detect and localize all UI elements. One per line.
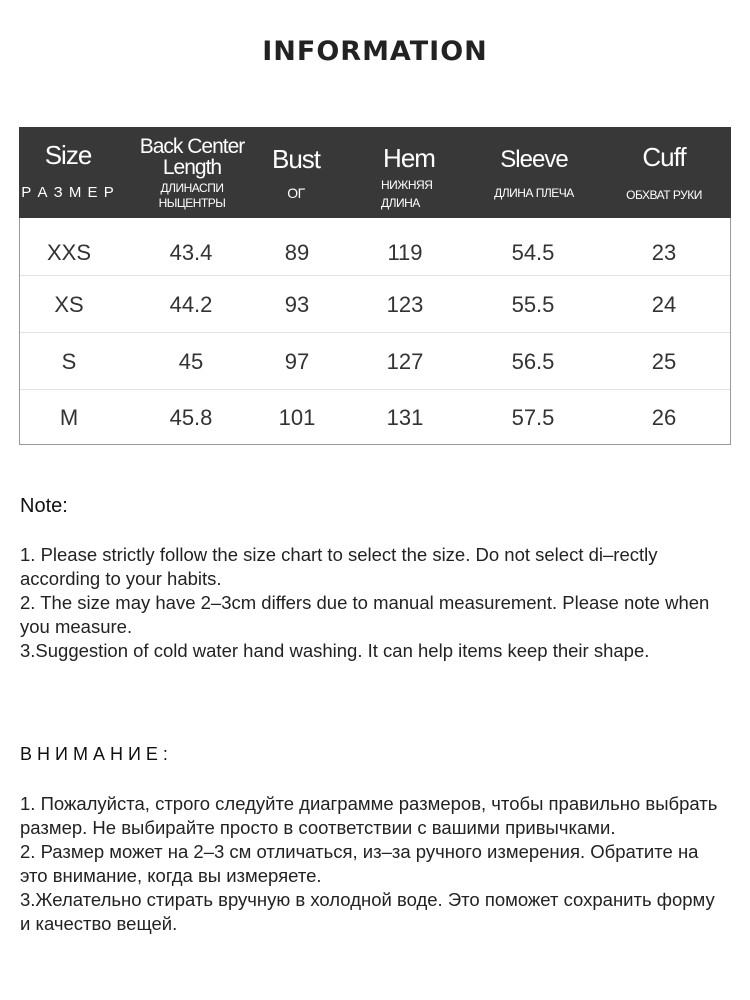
header-hem: Hem НИЖНЯЯ ДЛИНА — [364, 127, 454, 218]
measure-cell: 55.5 — [511, 291, 555, 317]
measure-cell: 101 — [278, 405, 316, 430]
measure-cell: 123 — [386, 291, 424, 317]
measure-cell: 23 — [651, 239, 677, 265]
attention-heading: В Н И М А Н И Е : — [20, 744, 168, 764]
measure-cell: 93 — [284, 291, 310, 317]
measure-cell: 54.5 — [511, 239, 555, 265]
note-item: 2. The size may have 2–3cm differs due t… — [20, 592, 710, 637]
size-cell: S — [61, 348, 77, 374]
measure-cell: 127 — [386, 348, 424, 374]
header-sublabel: ДЛИНАСПИ НЫЦЕНТРЫ — [158, 181, 226, 210]
note-ru-list: 1. Пожалуйста, строго следуйте диаграмме… — [20, 792, 720, 936]
header-label: Hem — [383, 143, 436, 173]
size-cell: XXS — [46, 239, 92, 265]
header-size: Size Р А З М Е Р — [19, 127, 117, 218]
header-label: Back Center Length — [139, 135, 246, 179]
header-bust: Bust ОГ — [256, 127, 336, 218]
header-sublabel: Р А З М Е Р — [21, 184, 115, 201]
size-cell: XS — [54, 291, 84, 317]
header-cuff: Cuff ОБХВАТ РУКИ — [609, 127, 719, 218]
measure-cell: 131 — [386, 405, 424, 430]
measure-cell: 97 — [284, 348, 310, 374]
header-label: Sleeve — [500, 146, 568, 173]
size-cell: M — [59, 405, 79, 430]
header-sleeve: Sleeve ДЛИНА ПЛЕЧА — [479, 127, 589, 218]
header-sublabel: ОГ — [287, 185, 305, 201]
header-sublabel: ОБХВАТ РУКИ — [626, 188, 702, 202]
measure-cell: 44.2 — [169, 291, 213, 317]
note-en-list: 1. Please strictly follow the size chart… — [20, 543, 720, 663]
note-item: 2. Размер может на 2–3 см отличаться, из… — [20, 841, 699, 886]
table-row: XS 44.2 93 123 55.5 24 — [20, 275, 730, 333]
note-heading: Note: — [20, 495, 68, 517]
measure-cell: 25 — [651, 348, 677, 374]
header-label: Bust — [271, 144, 321, 174]
note-item: 1. Пожалуйста, строго следуйте диаграмме… — [20, 793, 718, 838]
size-chart-table: Size Р А З М Е Р Back Center Length ДЛИН… — [19, 127, 731, 445]
measure-cell: 26 — [651, 405, 677, 430]
measure-cell: 56.5 — [511, 348, 555, 374]
note-item: 3.Желательно стирать вручную в холодной … — [20, 889, 715, 934]
header-sublabel: НИЖНЯЯ ДЛИНА — [381, 178, 433, 210]
note-item: 3.Suggestion of cold water hand washing.… — [20, 640, 650, 661]
measure-cell: 24 — [651, 291, 677, 317]
header-label: Cuff — [642, 142, 686, 172]
measure-cell: 45.8 — [169, 405, 213, 430]
measure-cell: 89 — [284, 239, 310, 265]
measure-cell: 45 — [178, 348, 204, 374]
header-sublabel: ДЛИНА ПЛЕЧА — [494, 186, 574, 200]
header-label: Size — [44, 140, 93, 170]
measure-cell: 57.5 — [511, 405, 555, 430]
note-item: 1. Please strictly follow the size chart… — [20, 544, 658, 589]
page-title: INFORMATION — [262, 36, 488, 67]
table-row: S 45 97 127 56.5 25 — [20, 332, 730, 390]
header-back-center-length: Back Center Length ДЛИНАСПИ НЫЦЕНТРЫ — [127, 127, 257, 218]
table-header: Size Р А З М Е Р Back Center Length ДЛИН… — [19, 127, 731, 218]
measure-cell: 119 — [387, 239, 423, 265]
table-row: XXS 43.4 89 119 54.5 23 — [20, 230, 730, 275]
table-row: M 45.8 101 131 57.5 26 — [20, 389, 730, 446]
measure-cell: 43.4 — [169, 239, 213, 265]
